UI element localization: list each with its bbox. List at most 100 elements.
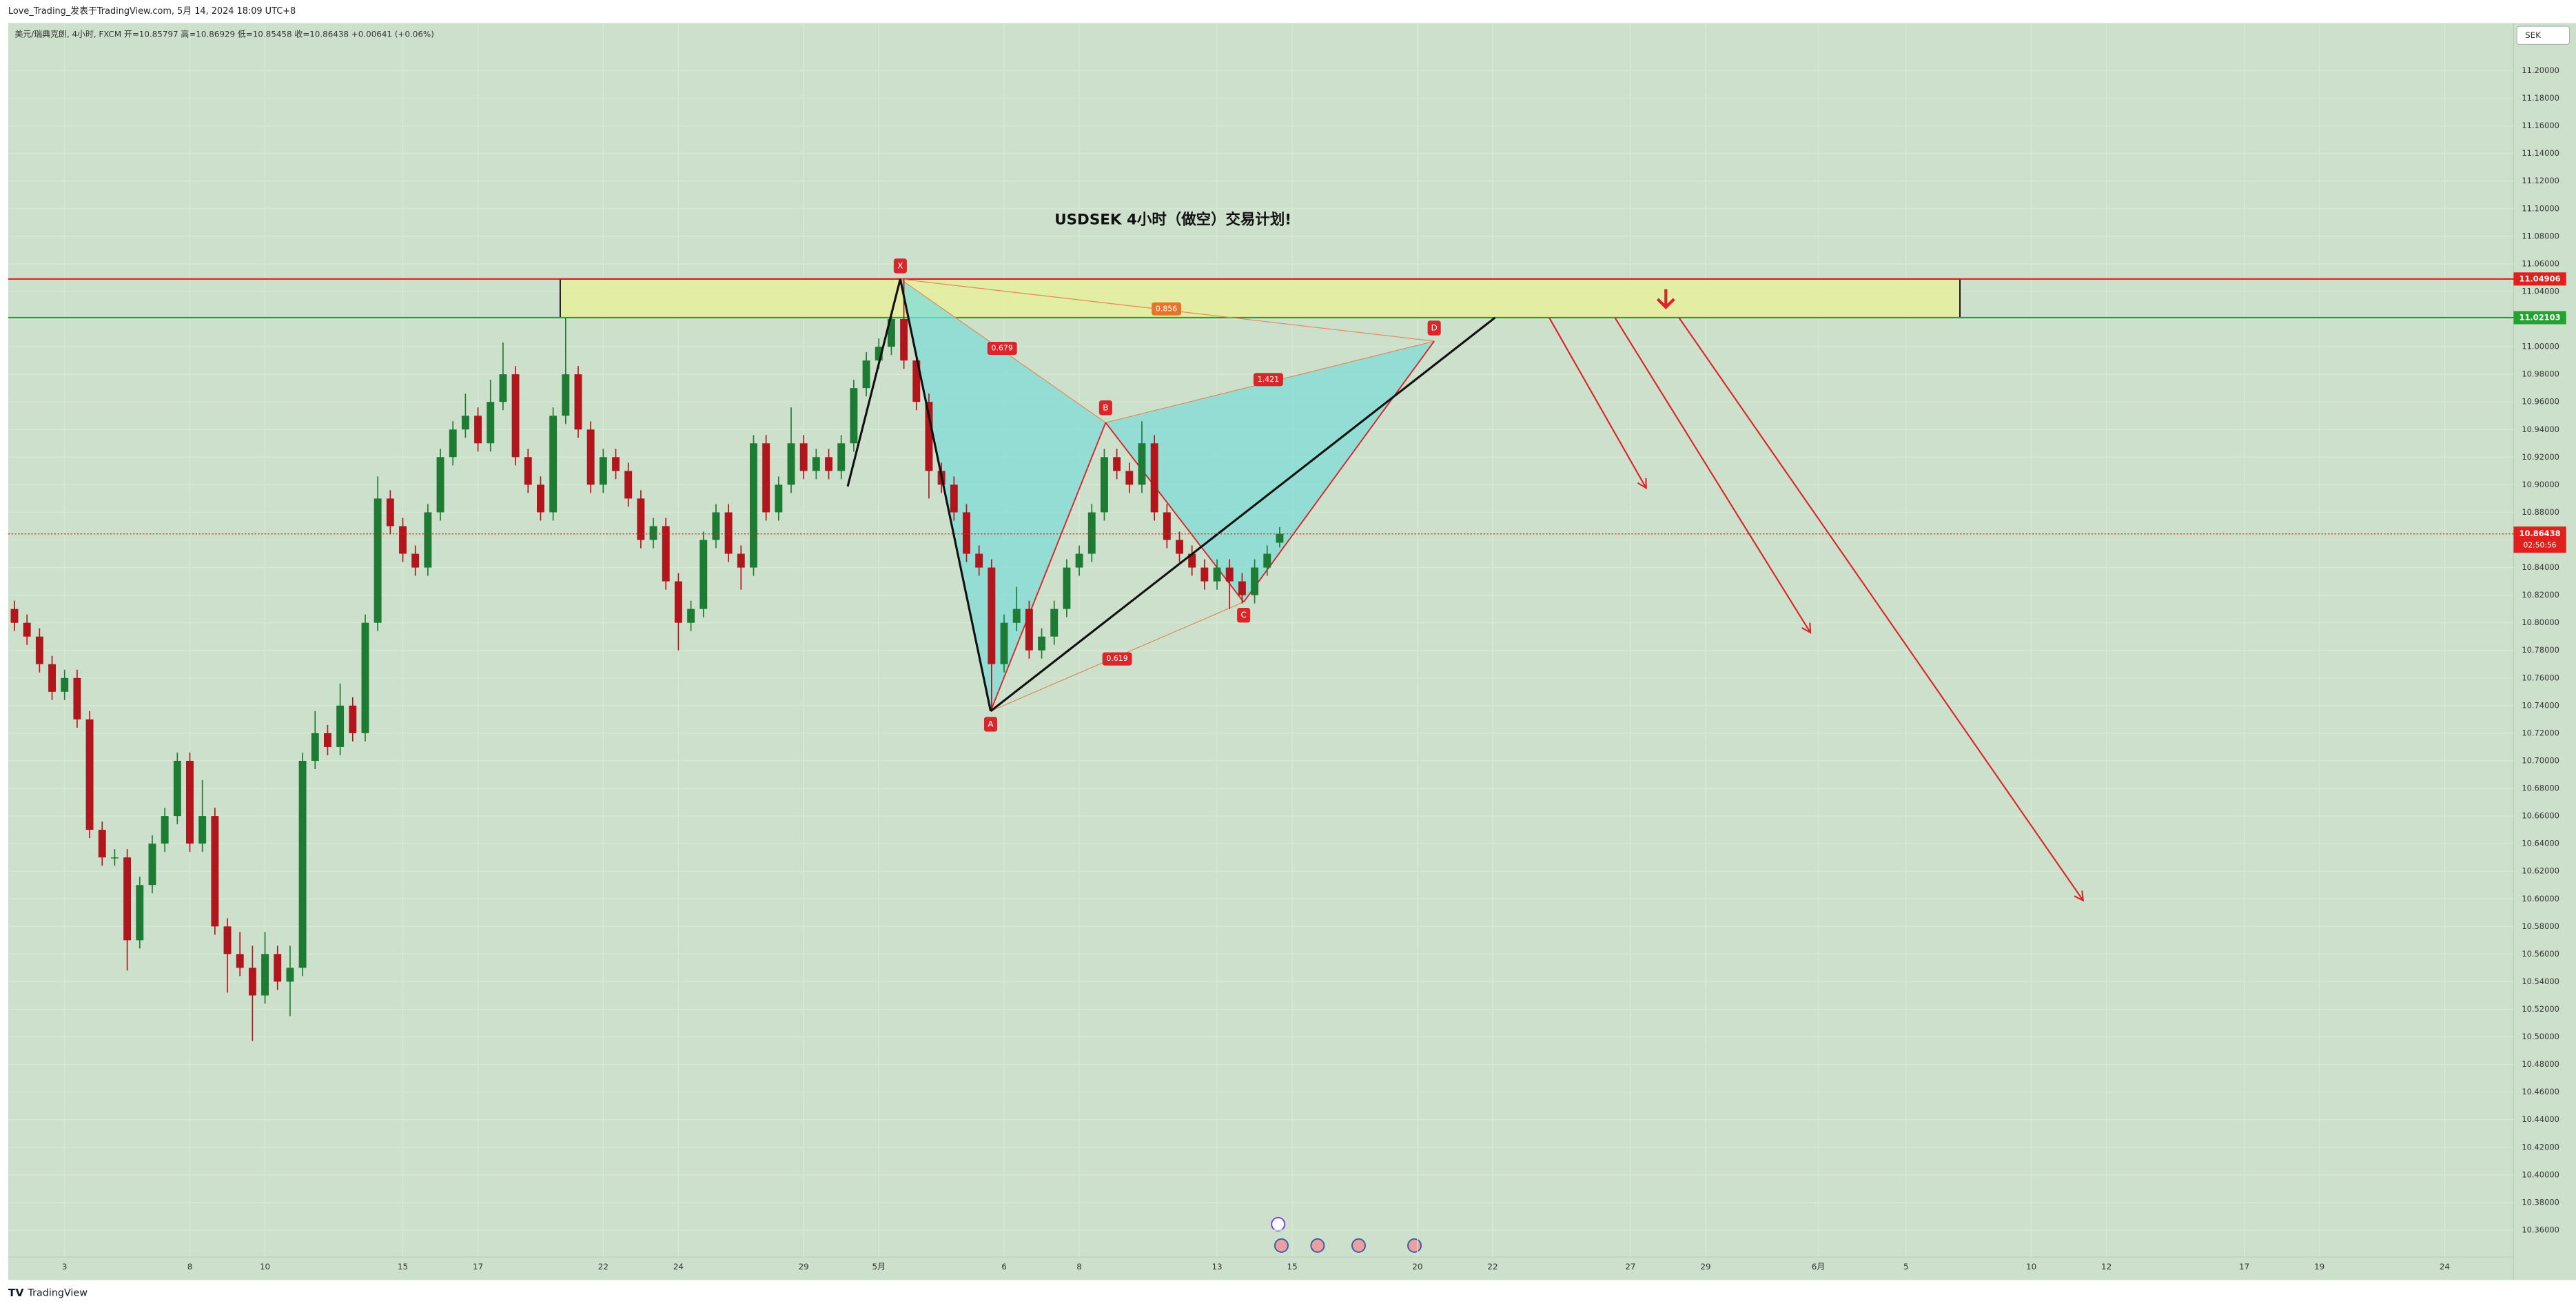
x-tick-label: 6 — [1001, 1262, 1007, 1271]
y-tick-label: 10.48000 — [2522, 1059, 2559, 1069]
candle-body — [649, 526, 657, 540]
candle-body — [223, 926, 232, 954]
currency-label: SEK — [2525, 30, 2542, 40]
x-tick-label: 22 — [598, 1262, 609, 1271]
x-tick-label: 24 — [2440, 1262, 2450, 1271]
candle-body — [825, 457, 832, 471]
event-icon[interactable] — [1310, 1238, 1325, 1253]
candle-body — [750, 443, 757, 568]
pattern-point-label: X — [897, 260, 903, 270]
event-icon[interactable] — [1274, 1238, 1289, 1253]
countdown-label: 02:50:56 — [2523, 540, 2556, 549]
x-tick-label: 17 — [473, 1262, 483, 1271]
candle-body — [499, 374, 507, 402]
candles — [10, 278, 1284, 1041]
y-tick-label: 10.58000 — [2522, 921, 2559, 931]
ratio-label: 0.679 — [992, 343, 1013, 352]
candle-body — [311, 733, 319, 761]
candle-body — [1213, 567, 1221, 582]
candle-body — [537, 484, 544, 513]
y-tick-label: 11.00000 — [2522, 342, 2559, 351]
y-tick-label: 10.94000 — [2522, 425, 2559, 434]
candle-body — [474, 416, 482, 444]
pattern-leg — [1243, 340, 1435, 603]
footer-logo: TradingView — [28, 1288, 88, 1299]
candle-body — [386, 498, 394, 527]
candle-body — [637, 498, 645, 540]
candle-body — [975, 553, 983, 568]
candle-body — [48, 664, 56, 692]
candle-body — [812, 457, 820, 471]
candle-body — [23, 622, 31, 637]
x-tick-label: 13 — [1212, 1262, 1222, 1271]
event-icon[interactable] — [1351, 1238, 1366, 1253]
candle-body — [1100, 457, 1108, 513]
pattern-point — [1427, 320, 1441, 336]
y-tick-label: 10.92000 — [2522, 452, 2559, 462]
candle-body — [1063, 567, 1071, 609]
candle-body — [574, 374, 582, 430]
candle-body — [1200, 567, 1209, 582]
x-tick-label: 27 — [1625, 1262, 1635, 1271]
candle-body — [850, 388, 858, 444]
candle-body — [411, 553, 420, 568]
event-icon[interactable] — [1407, 1238, 1422, 1253]
candle-body — [349, 705, 357, 733]
y-tick-label: 11.12000 — [2522, 176, 2559, 185]
pattern-leg — [990, 422, 1107, 712]
candle-body — [286, 968, 294, 982]
ratio-label: 1.421 — [1258, 375, 1279, 384]
candle-body — [900, 319, 908, 361]
candle-body — [862, 360, 870, 389]
pattern-point-label: B — [1103, 402, 1108, 412]
logo-mark: TV — [8, 1287, 24, 1299]
candle-body — [35, 636, 43, 664]
candle-body — [85, 719, 94, 830]
y-tick-label: 10.46000 — [2522, 1087, 2559, 1096]
candle-body — [1087, 512, 1096, 554]
chart-title: USDSEK 4小时（做空）交易计划! — [1054, 211, 1291, 229]
candle-body — [261, 954, 269, 996]
candle-body — [73, 677, 81, 719]
candle-body — [374, 498, 382, 623]
ratio-box — [1253, 373, 1283, 387]
candle-body — [161, 816, 169, 844]
ratio-label: 0.856 — [1156, 304, 1177, 313]
candle-body — [123, 857, 132, 941]
y-tick-label: 11.04000 — [2522, 286, 2559, 296]
x-tick-label: 6月 — [1812, 1262, 1825, 1271]
y-tick-label: 11.16000 — [2522, 121, 2559, 130]
candle-body — [110, 857, 119, 859]
candle-body — [737, 553, 745, 568]
y-tick-label: 10.84000 — [2522, 562, 2559, 572]
pattern-point-label: A — [988, 719, 994, 728]
x-tick-label: 5 — [1903, 1262, 1909, 1271]
candle-body — [1038, 636, 1046, 651]
candle-body — [136, 885, 144, 941]
x-tick-label: 29 — [1700, 1262, 1710, 1271]
candle-body — [612, 457, 620, 471]
trend-line — [990, 316, 1496, 713]
forecast-arrow — [1548, 317, 1647, 489]
x-tick-label: 10 — [260, 1262, 270, 1271]
candle-body — [586, 429, 595, 485]
candle-body — [699, 540, 708, 609]
candle-body — [1188, 553, 1196, 568]
candle-body — [875, 347, 883, 361]
y-tick-label: 10.88000 — [2522, 507, 2559, 517]
currency-box[interactable] — [2516, 25, 2570, 45]
pattern-point-label: D — [1431, 323, 1438, 332]
candle-body — [248, 968, 256, 996]
pattern-point-label: C — [1240, 610, 1246, 620]
candle-body — [925, 402, 933, 471]
candle-body — [988, 567, 996, 664]
level-price-label: 11.04906 — [2519, 274, 2561, 283]
candle-body — [436, 457, 444, 513]
candle-body — [461, 416, 469, 430]
candle-body — [1225, 567, 1234, 582]
event-icon[interactable] — [1271, 1216, 1286, 1232]
candle-body — [549, 416, 558, 513]
candle-body — [399, 526, 407, 554]
candle-body — [1276, 533, 1284, 543]
